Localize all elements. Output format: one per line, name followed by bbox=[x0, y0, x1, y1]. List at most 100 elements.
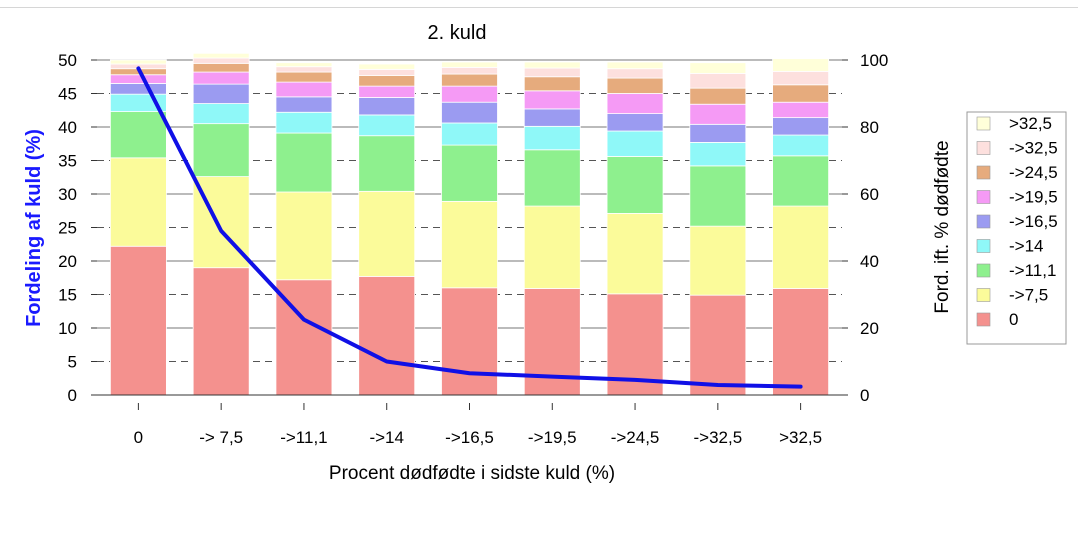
legend: >32,5 ->32,5 ->24,5 ->19,5 ->16,5 ->14 ->11,1 -… bbox=[966, 111, 1067, 345]
y2-axis-title: Ford. ift. % dødfødte bbox=[932, 140, 953, 313]
bar-segment bbox=[523, 90, 581, 110]
legend-swatch bbox=[976, 263, 991, 278]
legend-swatch bbox=[976, 141, 991, 155]
line-series bbox=[136, 66, 803, 389]
x-tick-label: ->16,5 bbox=[445, 428, 494, 447]
legend-swatch bbox=[976, 288, 991, 302]
y2-tick-label: 60 bbox=[860, 185, 879, 204]
bar-segment bbox=[192, 71, 250, 85]
bar-segment bbox=[606, 156, 664, 214]
y-tick-label: 30 bbox=[58, 185, 77, 204]
bar-segment bbox=[109, 59, 167, 65]
bar-segment bbox=[441, 101, 498, 124]
legend-label: ->7,5 bbox=[1009, 286, 1048, 305]
bar-segment bbox=[523, 76, 581, 92]
bar-segment bbox=[358, 276, 416, 396]
x-tick-label: >32,5 bbox=[779, 428, 822, 447]
bar-segment bbox=[689, 103, 747, 125]
axes: 0 5 10 15 20 25 30 35 40 45 50 0 20 40 60 80 100 0 -> 7,5 -… bbox=[58, 51, 888, 447]
x-tick-label: ->32,5 bbox=[693, 428, 742, 447]
bar-segment bbox=[275, 132, 333, 193]
bar-segment bbox=[192, 267, 250, 396]
bar-segment bbox=[772, 155, 830, 207]
legend-swatch bbox=[976, 312, 991, 327]
bar-segment bbox=[689, 123, 747, 143]
bar-segment bbox=[772, 70, 830, 86]
bar-segment bbox=[109, 111, 167, 159]
bar-segment bbox=[772, 134, 830, 157]
x-tick-label: ->19,5 bbox=[528, 428, 577, 447]
y2-tick-label: 40 bbox=[860, 252, 879, 271]
bar-segment bbox=[358, 85, 416, 98]
y2-tick-label: 20 bbox=[860, 319, 879, 338]
legend-label: ->24,5 bbox=[1009, 163, 1058, 182]
y2-tick-label: 100 bbox=[860, 51, 888, 70]
legend-label: ->16,5 bbox=[1009, 212, 1058, 231]
bar-segment bbox=[358, 114, 416, 137]
bar-segment bbox=[109, 74, 167, 84]
bar-segment bbox=[523, 125, 581, 151]
bar-segment bbox=[689, 142, 747, 167]
bar-segment bbox=[689, 225, 747, 296]
bar-segment bbox=[441, 66, 498, 75]
bar-segment bbox=[441, 287, 498, 396]
bar-segment bbox=[689, 87, 747, 105]
y-tick-label: 25 bbox=[58, 219, 77, 238]
legend-label: >32,5 bbox=[1009, 114, 1052, 133]
bar-segment bbox=[109, 83, 167, 95]
bar-segment bbox=[275, 111, 333, 134]
bar-segment bbox=[689, 62, 747, 74]
bar-segment bbox=[275, 81, 333, 98]
y-tick-label: 20 bbox=[58, 252, 77, 271]
bar-segment bbox=[772, 101, 830, 119]
bar-segment bbox=[109, 157, 167, 247]
x-tick-label: ->14 bbox=[369, 428, 404, 447]
x-tick-label: 0 bbox=[134, 428, 143, 447]
legend-swatch bbox=[976, 116, 991, 131]
legend-swatch bbox=[976, 239, 991, 253]
bar-segment bbox=[275, 66, 333, 73]
bar-segment bbox=[772, 58, 830, 72]
bar-segment bbox=[275, 191, 333, 281]
bar-segment bbox=[523, 108, 581, 127]
bar-segment bbox=[523, 149, 581, 207]
x-tick-label: ->24,5 bbox=[611, 428, 660, 447]
y2-tick-label: 0 bbox=[860, 386, 869, 405]
bar-segment bbox=[441, 85, 498, 103]
y-tick-label: 10 bbox=[58, 319, 77, 338]
bar-segment bbox=[275, 96, 333, 113]
y2-tick-label: 80 bbox=[860, 118, 879, 137]
bar-segment bbox=[358, 190, 416, 277]
bar-segment bbox=[606, 113, 664, 132]
bar-segment bbox=[192, 57, 250, 64]
legend-label: 0 bbox=[1009, 310, 1018, 329]
legend-swatch bbox=[976, 190, 991, 204]
bar-segment bbox=[358, 68, 416, 76]
bar-segment bbox=[606, 68, 664, 79]
bar-segment bbox=[606, 61, 664, 70]
y-tick-label: 40 bbox=[58, 118, 77, 137]
bar-segment bbox=[441, 122, 498, 146]
bar-segment bbox=[606, 213, 664, 295]
y-tick-label: 0 bbox=[68, 386, 77, 405]
bar-segment bbox=[192, 52, 250, 59]
bar-segment bbox=[358, 135, 416, 192]
bar-segment bbox=[523, 61, 581, 69]
bar-segment bbox=[192, 62, 250, 73]
x-axis-title: Procent dødfødte i sidste kuld (%) bbox=[329, 463, 615, 484]
bar-segment bbox=[772, 117, 830, 136]
y-tick-label: 35 bbox=[58, 152, 77, 171]
bar-segment bbox=[772, 288, 830, 396]
bar-segment bbox=[772, 205, 830, 289]
y-tick-label: 45 bbox=[58, 85, 77, 104]
y-tick-label: 15 bbox=[58, 286, 77, 305]
bar-segment bbox=[192, 123, 250, 177]
bar-segment bbox=[358, 75, 416, 87]
bar-segment bbox=[689, 73, 747, 89]
bar-segment bbox=[192, 83, 250, 104]
legend-label: ->14 bbox=[1009, 237, 1044, 256]
bar-segment bbox=[606, 93, 664, 115]
bar-segment bbox=[441, 144, 498, 202]
y-axis-title: Fordeling af kuld (%) bbox=[23, 129, 45, 327]
